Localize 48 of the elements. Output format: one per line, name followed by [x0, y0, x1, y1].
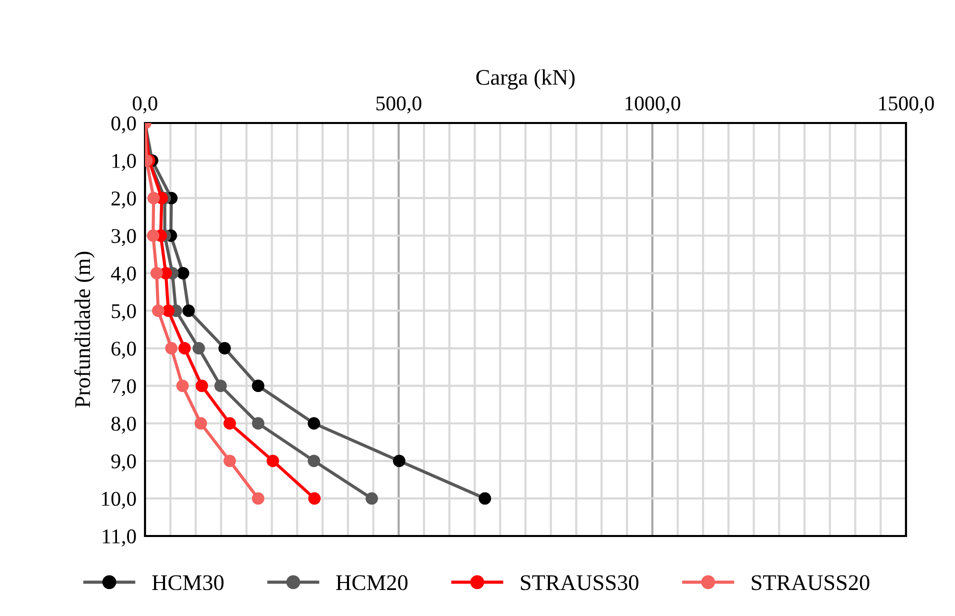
- y-tick-label: 9,0: [111, 454, 136, 472]
- point: [194, 417, 208, 430]
- x-tick-label: 1500,0: [879, 96, 934, 114]
- legend-label: HCM30: [152, 575, 224, 590]
- point: [150, 266, 163, 280]
- point: [176, 266, 190, 280]
- y-tick-label: 6,0: [112, 342, 136, 359]
- point: [224, 417, 236, 430]
- point: [224, 454, 236, 468]
- y-tick-label: 1,0: [112, 154, 136, 171]
- legend-label: HCM20: [336, 575, 408, 590]
- y-tick-label: 7,0: [112, 379, 136, 396]
- point: [366, 492, 378, 505]
- y-tick-label: 10,0: [102, 492, 136, 509]
- y-axis-title: Profundidade (m): [74, 252, 95, 408]
- point: [192, 342, 205, 354]
- point: [182, 304, 195, 317]
- point: [266, 454, 280, 468]
- point: [478, 492, 492, 505]
- point: [308, 454, 320, 468]
- point: [252, 417, 264, 430]
- x-tick-label: 1000,0: [626, 96, 680, 114]
- point: [152, 304, 164, 317]
- point: [308, 492, 321, 505]
- y-tick-label: 11,0: [102, 529, 136, 546]
- y-tick-label: 4,0: [111, 266, 136, 284]
- legend-label: STRAUSS30: [520, 575, 638, 590]
- point: [214, 380, 227, 392]
- y-tick-label: 3,0: [112, 229, 136, 246]
- point: [147, 192, 160, 204]
- point: [218, 342, 231, 354]
- point: [176, 380, 189, 392]
- point: [308, 417, 320, 430]
- y-tick-label: 8,0: [111, 416, 136, 434]
- point: [146, 229, 160, 242]
- point: [165, 342, 178, 354]
- point: [392, 454, 406, 468]
- x-tick-label: 0,0: [132, 96, 158, 114]
- y-tick-label: 0,0: [111, 116, 136, 134]
- x-axis-title: Carga (kN): [476, 69, 575, 90]
- y-tick-label: 2,0: [112, 191, 136, 209]
- point: [178, 342, 191, 354]
- legend-label: STRAUSS20: [752, 575, 870, 590]
- point: [252, 380, 264, 392]
- y-tick-label: 5,0: [112, 304, 136, 322]
- x-tick-label: 500,0: [376, 96, 422, 114]
- point: [252, 492, 264, 505]
- point: [196, 380, 208, 392]
